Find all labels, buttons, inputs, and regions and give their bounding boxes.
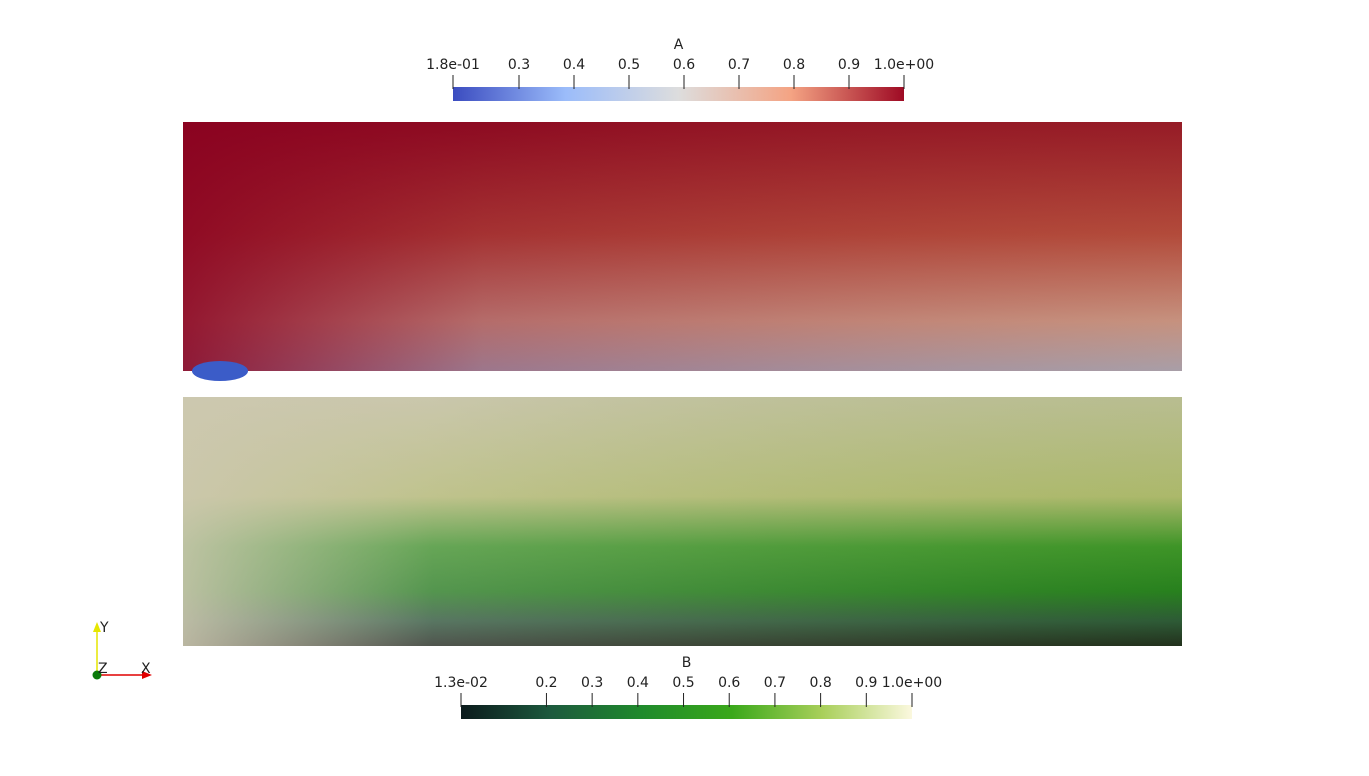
colorbar-tick-label: 1.0e+00 (882, 675, 942, 691)
colorbar-tick-label: 0.8 (809, 675, 831, 691)
colorbar-tick-label: 0.9 (838, 57, 860, 73)
colorbar-tick-label: 0.3 (508, 57, 530, 73)
axis-label: X (141, 661, 151, 677)
colorbar-tick-label: 0.5 (672, 675, 694, 691)
colorbar-tick-label: 1.0e+00 (874, 57, 934, 73)
field-b (183, 397, 1182, 646)
colorbar-title: B (682, 655, 692, 671)
colorbar-tick-label: 0.6 (673, 57, 695, 73)
axis-label: Y (99, 620, 109, 636)
colorbar (461, 705, 912, 719)
field-a (183, 122, 1182, 381)
colorbar-tick-label: 0.3 (581, 675, 603, 691)
axis-label: Z (98, 661, 108, 677)
colorbar-tick-label: 0.7 (728, 57, 750, 73)
colorbar-tick-label: 0.4 (563, 57, 585, 73)
colorbar-tick-label: 0.4 (627, 675, 649, 691)
colorbar-tick-label: 0.6 (718, 675, 740, 691)
colorbar (453, 87, 904, 101)
colorbar-tick-label: 0.7 (764, 675, 786, 691)
colorbar-tick-label: 0.2 (535, 675, 557, 691)
colorbar-tick-label: 0.5 (618, 57, 640, 73)
colorbar-tick-label: 0.8 (783, 57, 805, 73)
colorbar-tick-label: 1.8e-01 (426, 57, 480, 73)
colorbar-title: A (674, 37, 684, 53)
colorbars: A 1.8e-01 0.3 0.4 0.5 0.6 0.7 0.8 0.9 1.0e+00 B 1.3… (426, 37, 942, 719)
colorbar-tick-label: 0.9 (855, 675, 877, 691)
colorbar-tick-label: 1.3e-02 (434, 675, 488, 691)
axes-widget: Y Z X (92, 620, 152, 680)
